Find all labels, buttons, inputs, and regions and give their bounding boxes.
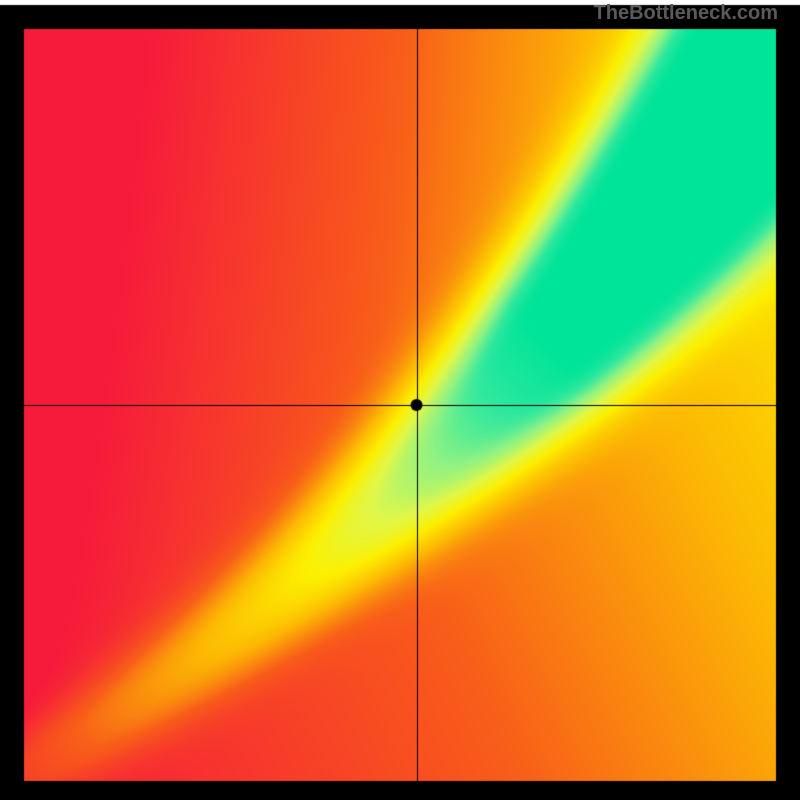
source-watermark: TheBottleneck.com — [594, 2, 778, 25]
chart-container: TheBottleneck.com — [0, 0, 800, 800]
bottleneck-heatmap — [0, 0, 800, 800]
